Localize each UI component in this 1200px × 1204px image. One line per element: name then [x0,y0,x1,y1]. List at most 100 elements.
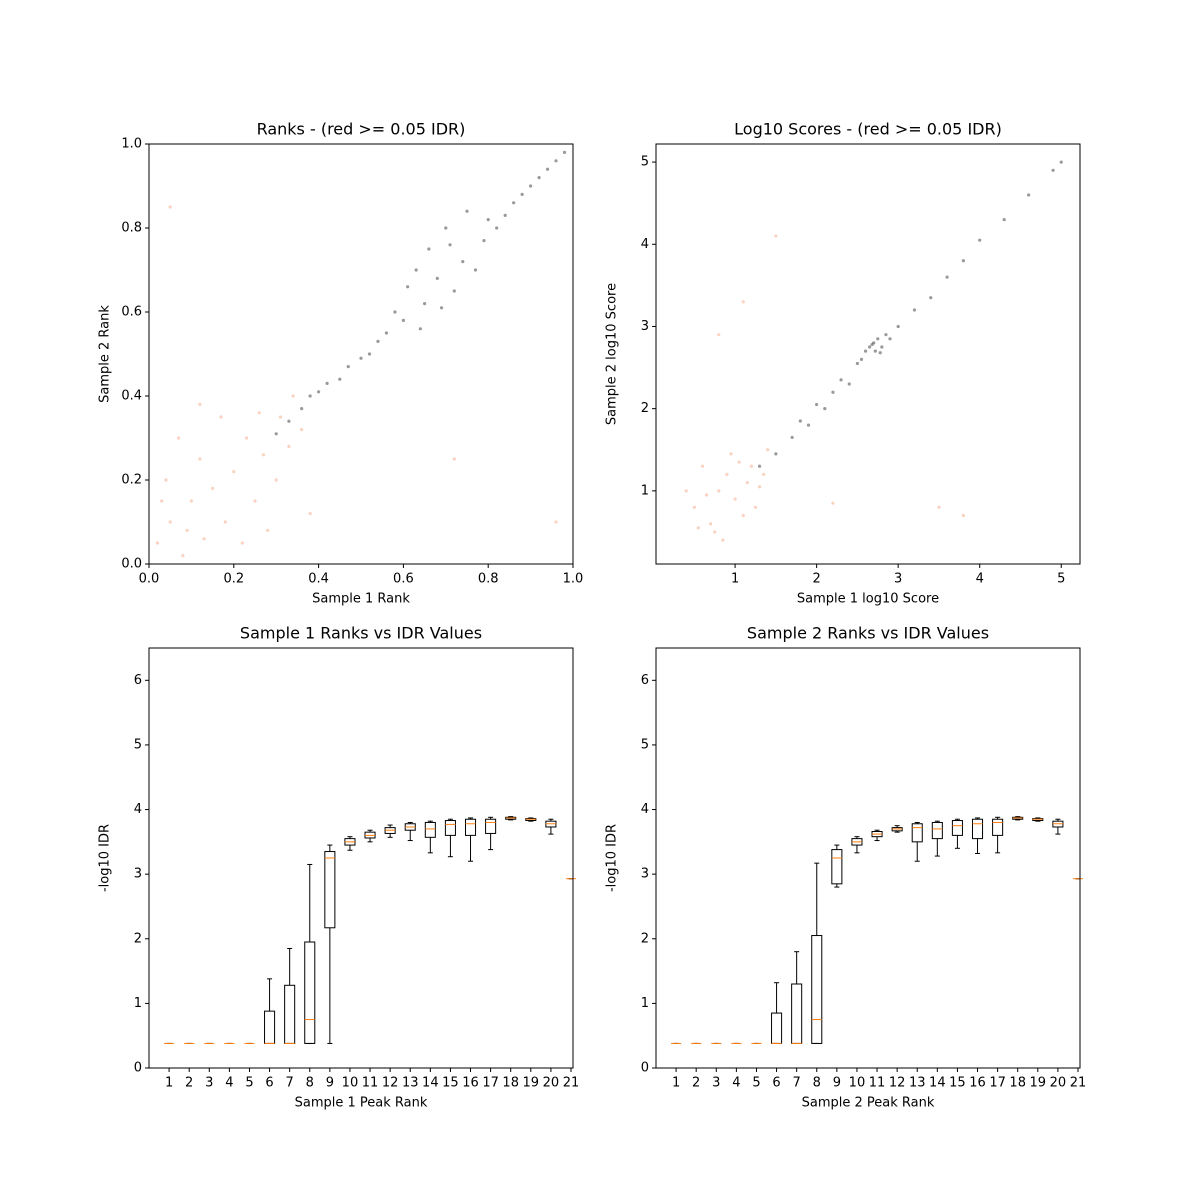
point [325,381,329,385]
point [232,470,236,474]
point [211,486,215,490]
point [401,318,405,322]
x-tick-label: 14 [422,1076,439,1091]
box [464,818,477,836]
y-tick-label: 3 [641,867,649,882]
point [393,310,397,314]
point [876,337,880,341]
chart-title: Log10 Scores - (red >= 0.05 IDR) [734,120,1002,139]
point [790,435,794,440]
point [308,511,312,516]
x-tick-label: 1 [165,1076,173,1091]
point [717,333,721,337]
point [721,538,725,542]
point [274,432,278,436]
point [745,481,749,485]
x-tick-label: 21 [563,1076,580,1091]
point [798,419,802,423]
point [198,457,202,461]
point [177,436,181,440]
point [168,205,172,209]
point [160,499,164,503]
point [359,356,363,360]
box [485,818,497,834]
y-axis-label: Sample 2 Rank [98,305,113,403]
point [554,159,558,163]
x-tick-label: 0.4 [308,572,329,587]
x-tick-label: 11 [869,1076,886,1091]
x-tick-label: 0.8 [478,572,499,587]
y-tick-label: 2 [134,931,142,946]
x-axis-label: Sample 1 Peak Rank [295,1096,428,1111]
box [304,941,316,1044]
point [961,513,966,518]
axes-frame [655,143,1081,565]
point [448,243,452,247]
point [774,452,778,456]
point [291,394,295,398]
point [529,184,533,188]
y-tick-label: 3 [134,867,142,882]
point [439,306,444,310]
box [992,818,1004,836]
box [324,851,336,929]
x-tick-label: 2 [812,572,820,587]
x-tick-label: 5 [752,1076,760,1091]
point [482,239,486,243]
y-tick-label: 1 [641,996,649,1011]
x-tick-label: 21 [1070,1076,1087,1091]
x-tick-label: 2 [185,1076,193,1091]
point [346,365,350,369]
point [700,464,705,468]
point [806,423,811,427]
point [253,499,257,503]
y-axis-label: -log10 IDR [605,824,620,892]
y-tick-label: 2 [641,931,649,946]
point [562,150,567,154]
point [257,411,261,415]
axes-frame [148,647,574,1069]
point [961,259,966,263]
x-tick-label: 10 [849,1076,866,1091]
x-tick-label: 7 [286,1076,294,1091]
point [696,526,701,530]
point [503,213,507,217]
x-tick-label: 12 [382,1076,399,1091]
y-tick-label: 1.0 [121,137,142,152]
y-tick-label: 1 [134,996,142,1011]
point [384,331,389,335]
point [376,339,380,343]
point [486,218,490,222]
x-tick-label: 0.6 [393,572,414,587]
y-tick-label: 0.4 [121,389,142,404]
y-tick-label: 3 [641,319,649,334]
x-tick-label: 0.2 [223,572,244,587]
point [444,226,448,230]
point [870,342,874,347]
y-tick-label: 0.6 [121,305,142,320]
y-tick-label: 4 [134,802,142,817]
x-tick-label: 6 [265,1076,273,1091]
point [202,537,206,541]
x-tick-label: 1 [731,572,739,587]
point [863,349,868,353]
box [264,1010,276,1044]
point [823,407,827,411]
x-tick-label: 14 [929,1076,946,1091]
point [737,460,741,464]
point [240,541,244,545]
box [911,823,923,843]
y-tick-label: 0.2 [121,473,142,488]
point [308,394,312,398]
x-tick-label: 8 [306,1076,314,1091]
point [847,382,851,386]
x-tick-label: 3 [205,1076,213,1091]
chart-title: Ranks - (red >= 0.05 IDR) [257,120,466,139]
x-tick-label: 20 [1050,1076,1067,1091]
point [473,268,478,272]
point [831,390,835,394]
point [261,453,266,457]
x-tick-label: 9 [833,1076,841,1091]
point [418,327,422,331]
y-tick-label: 5 [641,737,649,752]
